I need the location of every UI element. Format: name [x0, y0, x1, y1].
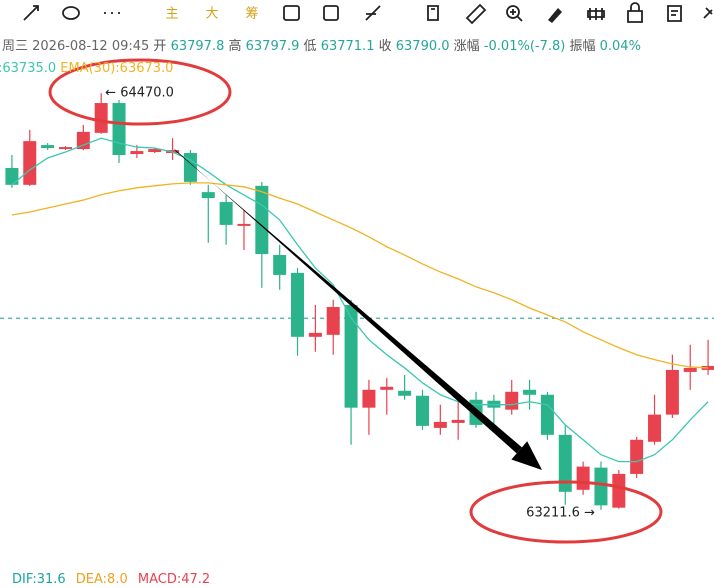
- macd-entry: DEA:8.0: [76, 572, 128, 587]
- legend-entry: EMA(30):63673.0: [60, 61, 173, 76]
- ruler-tool[interactable]: [465, 3, 487, 25]
- toolbar-button[interactable]: 筹: [245, 6, 258, 22]
- candle-body: [665, 369, 679, 415]
- toolbar-button[interactable]: 主: [165, 7, 178, 22]
- lock-tool[interactable]: [627, 2, 643, 23]
- macd-legend: DIF:31.6 DEA:8.0 MACD:47.2: [12, 572, 210, 587]
- line-tool[interactable]: [23, 5, 39, 21]
- info-value: -0.01%(-7.8): [484, 39, 566, 54]
- candle-body: [273, 255, 287, 275]
- undo-tool[interactable]: [323, 5, 339, 21]
- candle-body: [612, 473, 626, 508]
- legend-entry: :63735.0: [0, 61, 56, 76]
- plot: ← 64470.0 63211.6 →: [0, 86, 714, 520]
- info-value: 63790.0: [396, 39, 450, 54]
- legend: :63735.0 EMA(30):63673.0: [0, 61, 173, 76]
- highlight-circle: [48, 58, 232, 126]
- macd-entry: DIF:31.6: [12, 572, 66, 587]
- candle-body: [5, 167, 19, 185]
- zoom-handle: [510, 9, 523, 22]
- info-value: 0.04%: [600, 39, 641, 54]
- clear-tool[interactable]: [703, 7, 713, 19]
- candle-body: [540, 394, 554, 435]
- ma-line: [11, 137, 709, 463]
- info-value: 63771.1: [321, 39, 375, 54]
- candle-body: [344, 305, 358, 408]
- trend-arrow: [174, 148, 522, 454]
- ellipse-tool[interactable]: [62, 6, 80, 20]
- trend-arrow-head: [511, 441, 542, 470]
- candle-body: [76, 131, 90, 150]
- candle-body: [255, 185, 269, 255]
- info-label: 低: [304, 39, 317, 54]
- candle-body: [41, 145, 55, 149]
- toolbar: [23, 2, 713, 25]
- draw-tool[interactable]: [283, 5, 300, 21]
- candle-body: [23, 141, 37, 185]
- candle-body: [148, 149, 162, 153]
- candle-body: [398, 390, 412, 396]
- info-label: 涨幅: [454, 39, 480, 54]
- info-value: 63797.8: [171, 39, 225, 54]
- candle-body: [594, 467, 608, 506]
- info-line: 周三 2026-08-12 09:45 开 63797.8 高 63797.9 …: [2, 38, 641, 54]
- info-label: 开: [153, 39, 166, 54]
- candle-body: [451, 419, 465, 423]
- note-tool[interactable]: [667, 5, 682, 22]
- candle-body: [58, 147, 72, 150]
- macd-entry: MACD:47.2: [138, 572, 210, 587]
- copy-tool[interactable]: [427, 5, 439, 21]
- candle-body: [326, 307, 340, 335]
- measure-tool[interactable]: [365, 5, 381, 21]
- high-annotation: ← 64470.0: [105, 86, 174, 101]
- date: 周三 2026-08-12 09:45: [2, 39, 149, 54]
- toolbar-button[interactable]: 大: [205, 7, 218, 22]
- pen-tool[interactable]: [548, 8, 562, 23]
- candle-body: [308, 332, 322, 337]
- candle-body: [648, 414, 662, 442]
- candle-body: [523, 389, 537, 395]
- info-label: 收: [379, 39, 392, 54]
- ma-line: [11, 182, 709, 369]
- candle-body: [237, 223, 251, 226]
- candle-body: [94, 103, 108, 133]
- low-annotation: 63211.6 →: [526, 505, 595, 520]
- candle-body: [576, 466, 590, 490]
- candle-body: [112, 103, 126, 156]
- candle-body: [558, 434, 572, 492]
- info-value: 63797.9: [246, 39, 300, 54]
- candle-body: [433, 421, 447, 428]
- candle-body: [219, 202, 233, 225]
- info-label: 振幅: [569, 39, 595, 54]
- toolbar-buttons: 主大筹: [165, 6, 258, 22]
- candle-body: [130, 151, 144, 155]
- candle-body: [362, 389, 376, 408]
- info-label: 高: [228, 38, 241, 54]
- candle-tool[interactable]: [587, 8, 605, 20]
- candle-body: [415, 395, 429, 426]
- candle-body: [683, 367, 697, 372]
- candle-body: [201, 192, 215, 199]
- candle-body: [291, 272, 305, 337]
- zoom-tool[interactable]: [506, 5, 520, 19]
- candle-body: [630, 439, 644, 474]
- candle-body: [505, 391, 519, 410]
- candle-body: [380, 386, 394, 390]
- highlight-circle: [469, 480, 663, 544]
